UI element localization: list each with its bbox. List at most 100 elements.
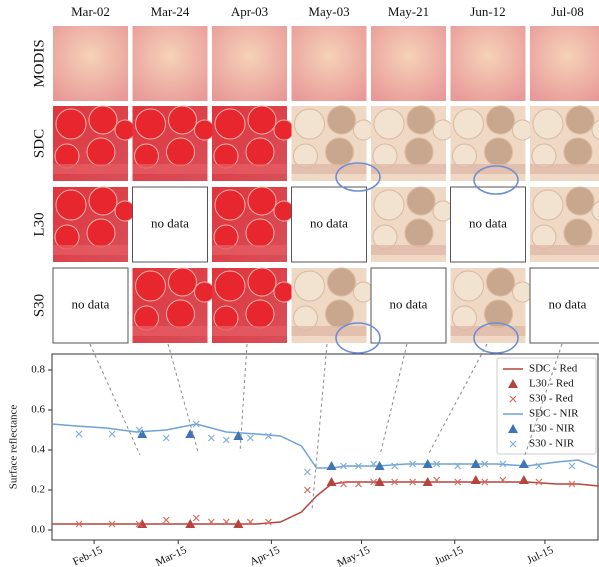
row-label: L30 [31,212,47,236]
field-circle [136,271,166,301]
field-circle [487,268,515,296]
series-line [52,482,599,524]
y-tick-label: 0.6 [31,404,45,416]
field-circle [115,120,135,140]
arrow [380,344,407,455]
cross-marker [163,517,169,523]
field-circle [215,190,245,220]
image-strip [53,245,128,255]
field-circle [89,106,117,134]
legend-label: SDC - NIR [529,408,579,420]
legend-label: L30 - NIR [529,423,575,435]
image-tile [451,26,526,101]
triangle-marker [519,475,529,484]
cross-marker [265,433,271,439]
image-strip [292,164,367,174]
field-circle [56,109,86,139]
field-circle [87,138,115,166]
field-circle [485,138,513,166]
row-label: MODIS [31,39,47,87]
field-circle [405,138,433,166]
arrow [90,344,140,455]
field-circle [533,109,563,139]
field-circle [295,109,325,139]
triangle-marker [519,459,529,468]
image-strip [133,164,208,174]
field-circle [169,268,197,296]
image-strip [133,326,208,336]
row-label: SDC [31,129,47,158]
image-tile [292,26,367,101]
field-circle [246,219,274,247]
y-tick-label: 0.4 [31,444,45,456]
cross-marker [76,431,82,437]
x-tick-label: Jun-15 [433,544,466,567]
legend-label: S30 - NIR [529,438,575,450]
field-circle [433,120,453,140]
field-circle [136,109,166,139]
field-circle [407,106,435,134]
field-circle [246,138,274,166]
image-strip [451,326,526,336]
arrow [312,344,327,510]
column-header: Mar-02 [71,4,110,19]
cross-marker [247,435,253,441]
y-tick-label: 0.2 [31,484,45,496]
y-tick-label: 0.8 [31,364,45,376]
image-strip [212,245,287,255]
column-header: Jun-12 [470,4,505,19]
triangle-marker [327,477,337,486]
y-axis-label: Surface reflectance [8,405,20,490]
no-data-label: no data [549,296,587,311]
field-circle [374,190,404,220]
image-tile [212,26,287,101]
field-circle [56,190,86,220]
field-circle [167,300,195,328]
triangle-marker [471,475,481,484]
field-circle [374,109,404,139]
field-circle [564,219,592,247]
cross-marker [208,435,214,441]
arrow [428,344,487,455]
image-strip [53,164,128,174]
field-circle [274,120,294,140]
image-strip [371,245,446,255]
no-data-label: no data [72,296,110,311]
cross-marker [304,469,310,475]
field-circle [246,300,274,328]
image-tile [133,26,208,101]
image-tile [530,26,599,101]
column-header: Mar-24 [151,4,190,19]
field-circle [215,109,245,139]
field-circle [169,106,197,134]
no-data-label: no data [151,215,189,230]
field-circle [295,271,325,301]
cross-marker [193,515,199,521]
figure: Mar-02Mar-24Apr-03May-03May-21Jun-12Jul-… [0,0,599,567]
x-tick-label: Feb-15 [71,544,105,567]
cross-marker [163,435,169,441]
field-circle [248,106,276,134]
image-strip [371,164,446,174]
image-strip [212,164,287,174]
triangle-marker [327,461,337,470]
field-circle [195,120,215,140]
field-circle [328,268,356,296]
image-tile [371,26,446,101]
field-circle [326,138,354,166]
cross-marker [109,431,115,437]
cross-marker [304,487,310,493]
image-strip [530,164,599,174]
row-label: S30 [31,294,47,317]
cross-marker [392,463,398,469]
y-tick-label: 0.0 [31,524,45,536]
no-data-label: no data [310,215,348,230]
cross-marker [569,463,575,469]
field-circle [454,271,484,301]
field-circle [167,138,195,166]
column-header: May-21 [388,4,429,19]
legend-label: S30 - Red [529,393,574,405]
x-tick-label: Apr-15 [248,544,282,567]
